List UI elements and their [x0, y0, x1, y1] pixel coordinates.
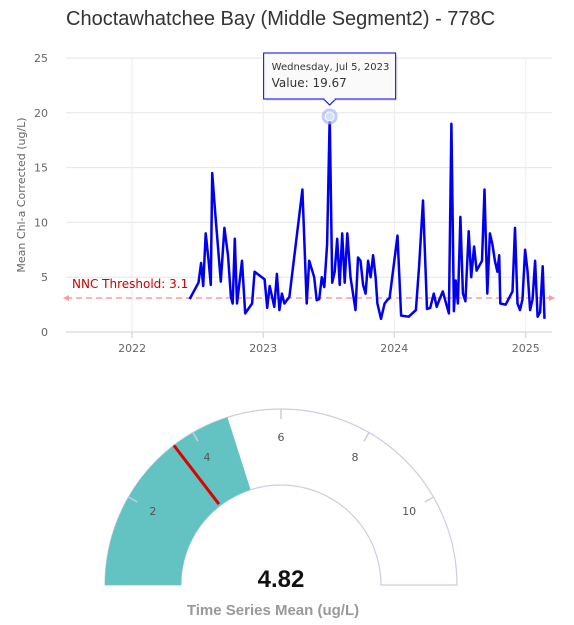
gauge-needle	[172, 444, 221, 505]
x-tick-label: 2025	[512, 342, 540, 355]
gauge-title: Time Series Mean (ug/L)	[187, 602, 359, 619]
gauge-tick-label: 2	[149, 505, 156, 518]
x-tick-label: 2022	[118, 342, 146, 355]
gauge-fill	[105, 417, 251, 585]
y-axis-title: Mean Chl-a Corrected (ug/L)	[15, 117, 28, 272]
highlight-point[interactable]	[324, 111, 335, 122]
y-tick-label: 20	[34, 107, 48, 120]
threshold-label: NNC Threshold: 3.1	[72, 277, 188, 291]
gauge-group: 2 4 6 8 10 4.82 Time Series Mean (ug/L)	[104, 408, 458, 619]
gauge-tick-label: 8	[352, 451, 359, 464]
y-tick-label: 10	[34, 216, 48, 229]
tooltip-group: Wednesday, Jul 5, 2023 Value: 19.67	[263, 52, 398, 125]
tooltip-value: Value: 19.67	[272, 76, 347, 90]
series-line	[188, 115, 546, 321]
page-title: Choctawhatchee Bay (Middle Segment2) - 7…	[66, 8, 496, 30]
gauge-tick-label: 10	[402, 505, 416, 518]
series-group	[188, 115, 546, 321]
y-tick-label: 5	[41, 271, 48, 284]
y-tick-label: 25	[34, 52, 48, 65]
tooltip-date: Wednesday, Jul 5, 2023	[272, 62, 390, 73]
threshold-arrow-right-icon	[549, 295, 555, 302]
threshold-line-group: NNC Threshold: 3.1	[63, 277, 555, 302]
threshold-arrow-left-icon	[63, 295, 69, 302]
y-axis: 0 5 10 15 20 25 Mean Chl-a Corrected (ug/L)	[15, 52, 48, 339]
gauge-tick-label: 4	[204, 451, 211, 464]
x-tick-label: 2023	[249, 342, 277, 355]
gauge-tick-mark	[424, 496, 434, 503]
y-tick-label: 0	[41, 326, 48, 339]
gauge-tick-label: 6	[278, 431, 285, 444]
gauge-tick-mark	[128, 496, 138, 503]
gauge-tick-mark	[192, 432, 199, 442]
x-axis: 2022 2023 2024 2025	[118, 332, 540, 355]
y-tick-label: 15	[34, 162, 48, 175]
x-tick-label: 2024	[380, 342, 408, 355]
gauge-tick-mark	[363, 432, 370, 442]
tooltip-box	[263, 52, 397, 100]
gauge-value: 4.82	[258, 566, 305, 593]
